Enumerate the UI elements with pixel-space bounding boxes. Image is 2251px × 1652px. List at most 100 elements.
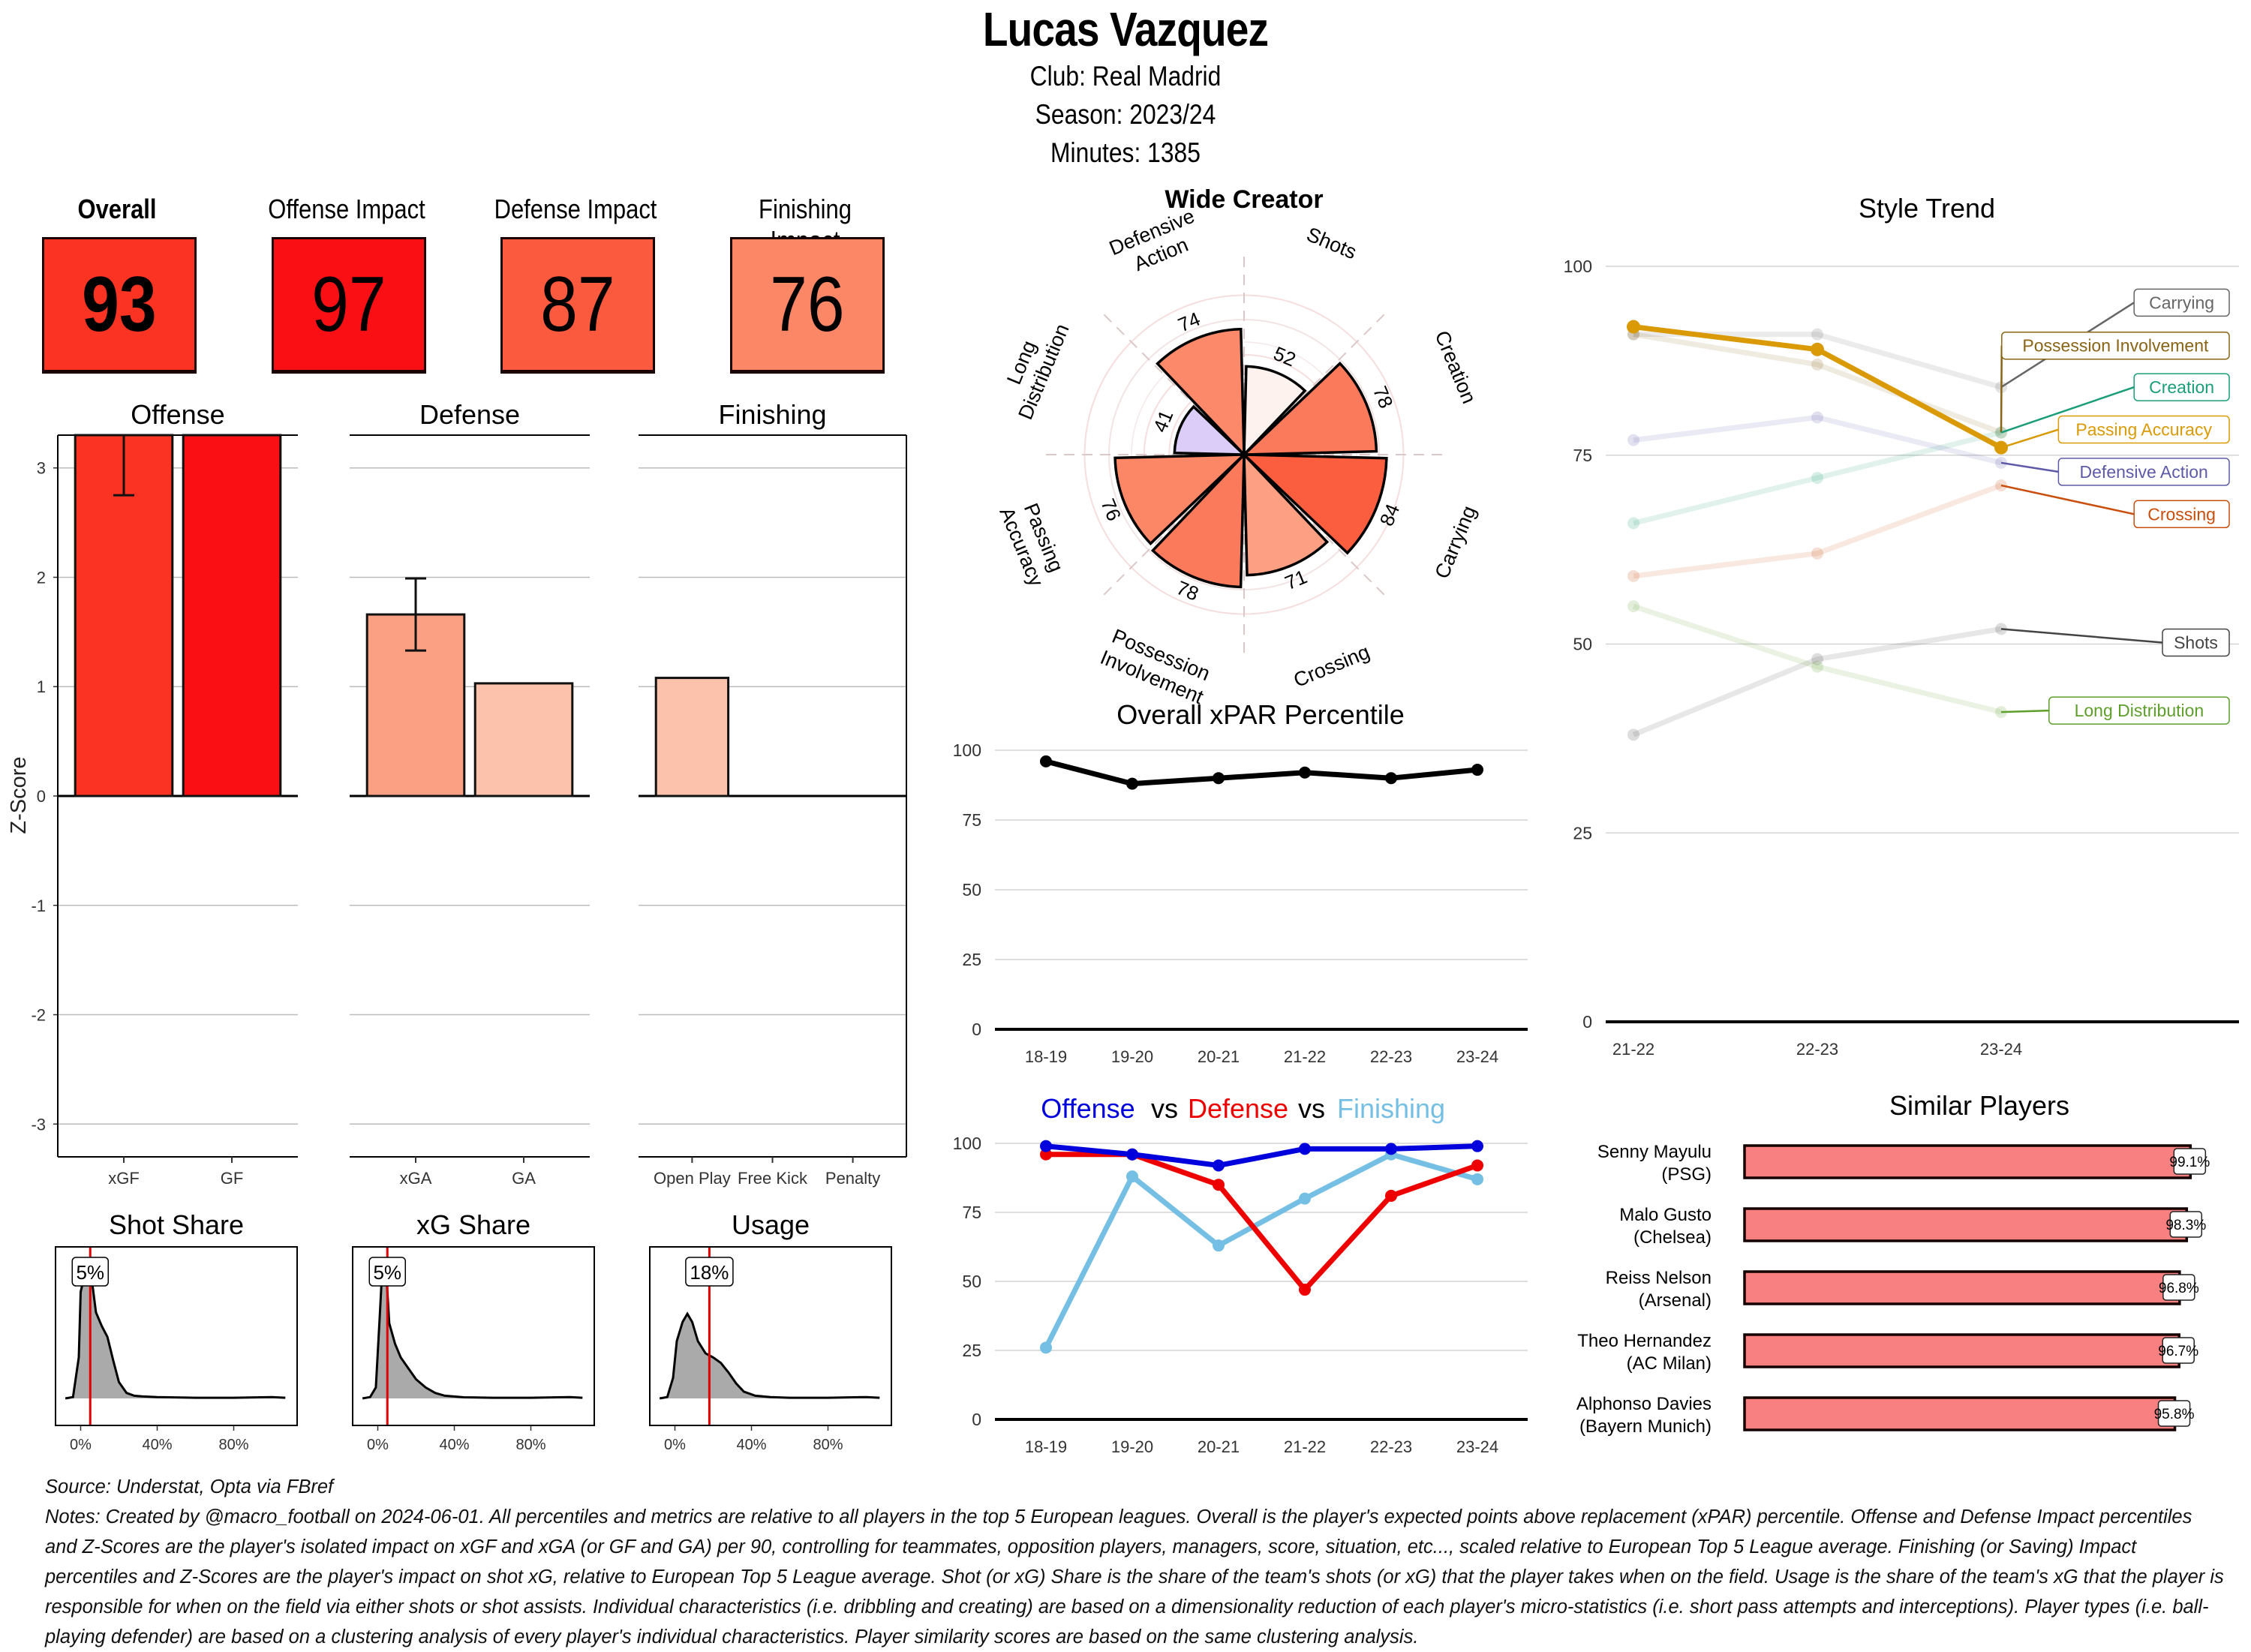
data-point (1126, 1170, 1138, 1183)
impact-title-part: vs (1298, 1093, 1325, 1124)
similarity-label-box (2162, 1337, 2195, 1364)
label-box (2133, 288, 2230, 317)
x-tick-label: GF (221, 1169, 244, 1188)
xpar-title: Overall xPAR Percentile (1116, 699, 1404, 730)
radar-bar (1156, 327, 1246, 458)
radar-title: Wide Creator (1165, 185, 1323, 214)
similarity-label-box (2169, 1211, 2203, 1238)
score-box-finishing: 76 (730, 237, 885, 374)
density-title: xG Share (416, 1209, 530, 1240)
zscore-panel-defense: Defense xGA GA (350, 399, 590, 1188)
label-leader (2000, 386, 2135, 434)
zscore-panel-finishing: Finishing Open Play Free Kick Penalty (639, 399, 907, 1188)
radar-bar (1240, 361, 1378, 456)
similar-player-club: (Bayern Munich) (1579, 1416, 1712, 1437)
panel-title: Finishing (718, 399, 826, 430)
zscore-panel-offense: Offense 3 2 1 0 -1 -2 -3 xGF GF (31, 399, 298, 1188)
x-tick-label: 40% (142, 1437, 172, 1453)
y-tick-label: 0 (1582, 1012, 1592, 1032)
series-shots (1627, 623, 2007, 741)
similar-player-row: Theo Hernandez(AC Milan) 96.7% (1577, 1331, 2198, 1374)
label-text: Passing Accuracy (2075, 420, 2212, 440)
impact-title-part: Defense (1188, 1093, 1288, 1124)
radar-bar (1173, 404, 1248, 456)
y-tick-label: 100 (953, 740, 981, 760)
x-tick-label: 18-19 (1025, 1437, 1067, 1456)
data-point (1811, 547, 1823, 560)
similar-player-name: Theo Hernandez (1577, 1331, 1712, 1351)
label-leader (2000, 461, 2059, 473)
label-leader (2000, 345, 2003, 433)
density-frame (55, 1246, 298, 1426)
similar-players-chart: Similar Players Senny Mayulu(PSG) 99.1% Mal… (1576, 1090, 2210, 1437)
label-box (2162, 628, 2230, 657)
x-tick-label: 21-22 (1612, 1040, 1654, 1059)
series-creation (1627, 426, 2007, 530)
radar-category-text: Creation (1430, 327, 1480, 407)
xpar-trend-chart: Overall xPAR Percentile 0 25 50 75 100 18-19 19… (953, 699, 1528, 1066)
similarity-label: 98.3% (2165, 1218, 2206, 1233)
radar-ring (1131, 341, 1357, 568)
series-line (1043, 1152, 1478, 1349)
marker-label-box (685, 1257, 734, 1287)
zscore-bar-chart: Z-Score Offense 3 2 1 0 -1 -2 -3 xGF GF Defense xGA G… (7, 399, 907, 1188)
series-line (1633, 430, 2002, 526)
x-tick-label: 22-23 (1370, 1437, 1412, 1456)
data-point (1385, 1189, 1397, 1202)
similar-players-title: Similar Players (1889, 1090, 2069, 1121)
data-point (1040, 1140, 1052, 1152)
label-text: Long Distribution (2075, 701, 2204, 720)
radar-spoke (1102, 459, 1240, 596)
density-frame (649, 1246, 892, 1426)
similarity-label: 96.8% (2159, 1281, 2199, 1296)
data-point (1126, 777, 1138, 790)
y-tick-label: 50 (962, 880, 981, 900)
style-trend-title: Style Trend (1859, 193, 1995, 224)
season-line: Season: 2023/24 (1035, 99, 1216, 130)
radar-bar (1150, 451, 1246, 589)
label-box (2133, 500, 2230, 529)
report-header: Lucas Vazquez Club: Real Madrid Season: … (0, 0, 2251, 172)
similarity-bar (1743, 1333, 2180, 1368)
x-tick-label: Open Play (654, 1169, 731, 1188)
score-title-offense: Offense Impact (268, 194, 425, 224)
y-tick-label: 75 (962, 1203, 981, 1222)
x-tick-label: 20-21 (1198, 1047, 1240, 1066)
radar-bar (1113, 453, 1248, 545)
density-panel-xg-share: xG Share 5% 0% 40% 80% (352, 1209, 595, 1453)
similarity-label-box (2173, 1148, 2207, 1175)
series-label-creation: Creation (2000, 373, 2230, 434)
x-tick-label: 80% (515, 1437, 545, 1453)
similar-player-row: Senny Mayulu(PSG) 99.1% (1597, 1142, 2210, 1185)
label-box (2133, 373, 2230, 401)
y-tick-label: 1 (37, 677, 46, 696)
x-tick-label: 80% (813, 1437, 843, 1453)
radar-value-label: 78 (1174, 576, 1202, 605)
notes-text: Notes: Created by @macro_football on 202… (45, 1506, 2224, 1647)
data-point (1299, 1192, 1311, 1205)
density-line (65, 1261, 286, 1400)
x-tick-label: Free Kick (738, 1169, 808, 1188)
x-tick-label: 0% (664, 1437, 686, 1453)
y-tick-label: -2 (31, 1006, 46, 1025)
error-bar (405, 577, 426, 652)
similarity-bar (1743, 1270, 2181, 1305)
label-text: Defensive Action (2080, 462, 2208, 482)
data-point (1471, 1173, 1483, 1185)
x-tick-label: 23-24 (1456, 1047, 1498, 1066)
data-point (1811, 660, 1823, 673)
impact-title-part: Offense (1041, 1093, 1135, 1124)
y-tick-label: 100 (953, 1134, 981, 1153)
y-tick-label: 2 (37, 568, 46, 587)
radar-spoke (1249, 313, 1386, 450)
density-title: Shot Share (109, 1209, 244, 1240)
x-tick-label: 80% (218, 1437, 248, 1453)
label-box (2001, 331, 2230, 360)
series-label-shots: Shots (2000, 628, 2230, 657)
data-point (1040, 1148, 1052, 1161)
style-trend-chart: Style Trend 0 25 50 75 100 21-22 22-23 23-24 Carr… (1564, 193, 2239, 1059)
label-box (2048, 696, 2230, 725)
x-tick-label: 20-21 (1198, 1437, 1240, 1456)
